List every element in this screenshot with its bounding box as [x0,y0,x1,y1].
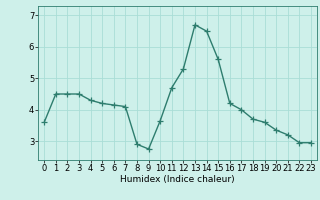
X-axis label: Humidex (Indice chaleur): Humidex (Indice chaleur) [120,175,235,184]
